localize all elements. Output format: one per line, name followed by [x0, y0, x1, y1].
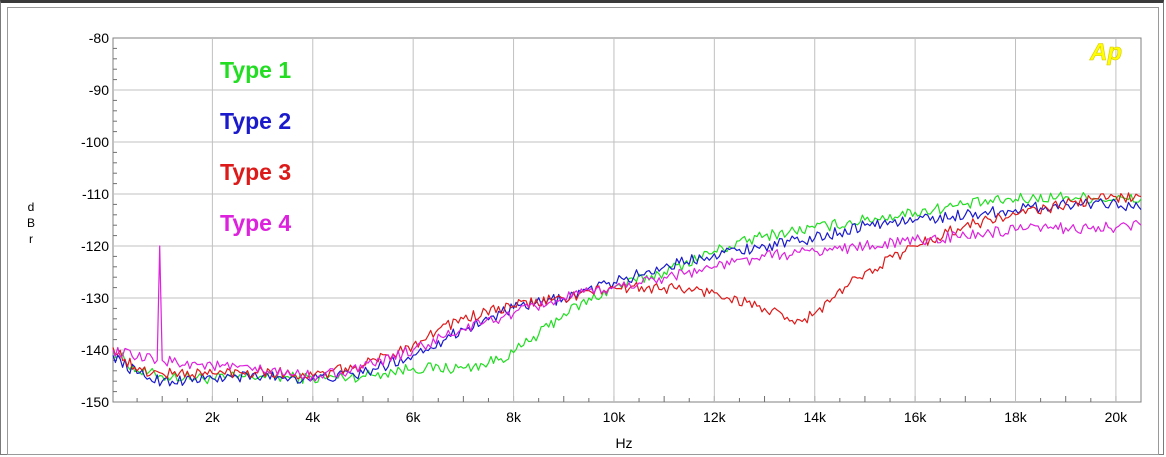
series-line-type-3	[112, 192, 1142, 380]
x-axis-label: Hz	[615, 435, 632, 451]
x-tick-label: 10k	[603, 409, 627, 425]
legend-entry: Type 2	[220, 108, 291, 134]
legend-entry: Type 4	[220, 210, 291, 236]
series-layer	[112, 191, 1142, 387]
y-axis-label-letter: d	[28, 200, 35, 214]
x-tick-label: 8k	[506, 409, 522, 425]
grid	[112, 37, 1142, 403]
plot-area	[112, 37, 1142, 403]
y-tick-label: -110	[82, 186, 109, 202]
y-axis-label-letter: B	[27, 216, 35, 230]
legend: Type 1 Type 2 Type 3 Type 4	[220, 57, 291, 236]
axis-tick-labels: 2k 4k 6k 8k 10k 12k 14k 16k 18k 20k -80 -90 -100 -110…	[81, 30, 1128, 425]
y-tick-label: -100	[81, 134, 109, 150]
x-tick-label: 4k	[305, 409, 321, 425]
series-line-type-4	[112, 219, 1142, 382]
x-tick-label: 6k	[406, 409, 422, 425]
y-axis-label: dBr	[27, 200, 35, 246]
legend-entry: Type 1	[220, 57, 291, 83]
series-line-type-2	[112, 198, 1142, 387]
ap-logo: Ap	[1089, 39, 1122, 66]
plot-panel	[7, 7, 1159, 455]
x-tick-label: 18k	[1004, 409, 1028, 425]
y-tick-label: -120	[81, 238, 109, 254]
y-tick-label: -90	[89, 82, 109, 98]
x-tick-label: 2k	[205, 409, 221, 425]
x-tick-label: 20k	[1105, 409, 1129, 425]
y-tick-label: -80	[89, 30, 109, 46]
y-axis-label-letter: r	[29, 232, 33, 246]
y-tick-label: -150	[81, 394, 109, 410]
x-tick-label: 14k	[803, 409, 827, 425]
y-tick-label: -130	[81, 290, 109, 306]
legend-entry: Type 3	[220, 159, 291, 185]
x-tick-label: 12k	[703, 409, 727, 425]
x-tick-label: 16k	[904, 409, 928, 425]
y-tick-label: -140	[81, 342, 109, 358]
